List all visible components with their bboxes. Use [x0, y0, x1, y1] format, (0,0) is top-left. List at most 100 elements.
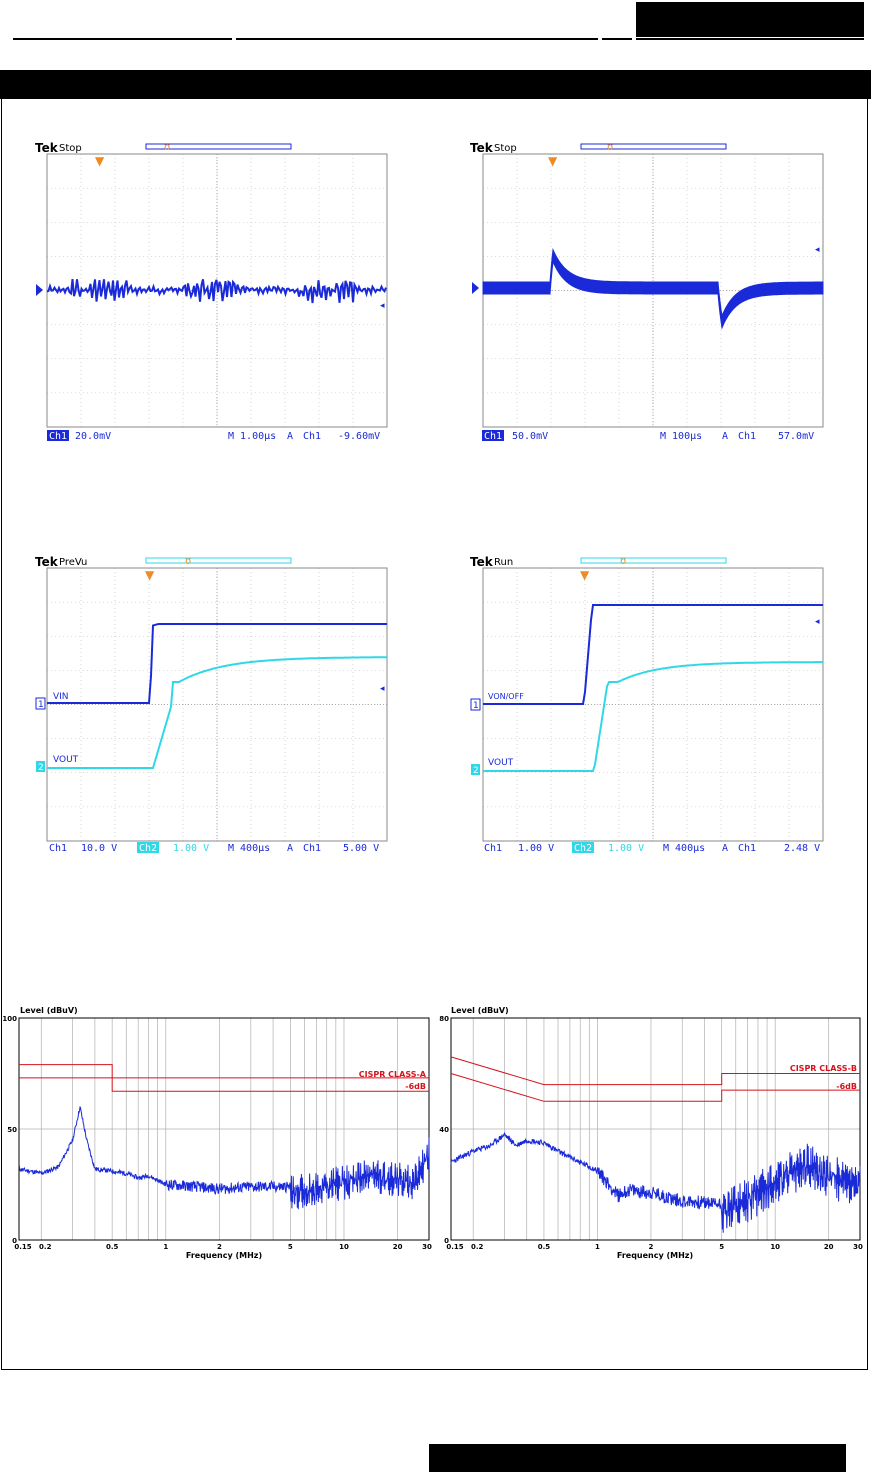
scope1-trig-level: -9.60mV — [338, 431, 380, 442]
scope3-trig-level-arrow: ◂ — [380, 684, 385, 694]
scope2-ch1-tag — [482, 430, 504, 441]
scope1-brand: Tek — [35, 141, 59, 155]
scope3-ch1-marker-num: 1 — [38, 700, 44, 710]
emi-b-grid — [451, 1018, 861, 1240]
scope1-trig-mode: A — [287, 431, 293, 442]
scope4-record-bar — [580, 557, 727, 564]
emi-xtick-label: 30 — [422, 1243, 432, 1251]
scope2-ch1-scale: 50.0mV — [512, 431, 548, 442]
scope3-grid — [47, 568, 387, 841]
header-rule-middle — [236, 38, 598, 40]
emi-a-ylabel: Level (dBuV) — [20, 1006, 78, 1015]
scope3-timebase: M 400µs — [228, 843, 270, 854]
scope4-brand: Tek — [470, 555, 494, 569]
emi-xtick-label: 5 — [288, 1243, 293, 1251]
emi-xtick-label: 10 — [770, 1243, 780, 1251]
header-rule-right — [602, 38, 632, 40]
emi-chart-class-a: Level (dBuV) Frequency (MHz) 0 50 100 0.15… — [2, 1006, 432, 1260]
scope2-trig-source: Ch1 — [738, 431, 756, 442]
emi-ytick-label: 50 — [7, 1126, 17, 1134]
scope1-timebase: M 1.00µs — [228, 431, 276, 442]
emi-a-grid — [19, 1018, 430, 1240]
scope3-ch1-label: Ch1 — [49, 843, 67, 854]
scope2-timebase: M 100µs — [660, 431, 702, 442]
scope3-ch2-marker-num: 2 — [38, 763, 44, 773]
scope1-screen: Tek Stop ʊ ▼ ◂ Ch1 20.0mV M 1.00µs A Ch1… — [35, 141, 388, 442]
scope3-ch2-label: Ch2 — [139, 843, 157, 854]
emi-a-limit-label-1: -6dB — [405, 1082, 426, 1091]
emi-xtick-label: 1 — [163, 1243, 168, 1251]
scope4-trig-level-arrow: ◂ — [815, 617, 820, 627]
scope1-record-bar — [145, 143, 292, 150]
emi-b-limit-label-0: CISPR CLASS-B — [790, 1064, 857, 1073]
emi-xtick-label: 0.2 — [471, 1243, 484, 1251]
emi-ytick-label: 0 — [12, 1237, 17, 1245]
emi-limit-line — [19, 1064, 429, 1079]
footer-black-bar — [429, 1444, 846, 1472]
scope4-screen: Tek Run ʊ ▼ VON/OFF VOUT 1 2 ◂ Ch1 1.00 … — [470, 555, 824, 854]
scope2-ch1-band — [482, 247, 824, 330]
scope4-timebase: M 400µs — [663, 843, 705, 854]
scope1-trig-source: Ch1 — [303, 431, 321, 442]
emi-xtick-label: 0.5 — [538, 1243, 551, 1251]
scope3-ch1-trace — [47, 623, 387, 704]
scope3-record-bar — [145, 557, 292, 564]
scope2-trig-level: 57.0mV — [778, 431, 814, 442]
scope4-ch1-trace — [483, 604, 823, 705]
emi-a-xlabel: Frequency (MHz) — [186, 1251, 262, 1260]
scope4-record-marker: ʊ — [620, 556, 626, 567]
scope3-trig-level: 5.00 V — [343, 843, 379, 854]
emi-a-yticks: 0 50 100 — [2, 1015, 17, 1245]
emi-xtick-label: 0.2 — [39, 1243, 52, 1251]
scope3-ch2-marker — [36, 761, 45, 772]
scope3-trig-mode: A — [287, 843, 293, 854]
emi-ytick-label: 80 — [439, 1015, 449, 1023]
figures-frame — [1, 98, 868, 1370]
emi-limit-line — [19, 1077, 429, 1092]
scope2-ch1-ground-marker — [472, 282, 479, 294]
scope3-state: PreVu — [59, 557, 87, 568]
scope2-state: Stop — [494, 143, 517, 154]
scope3-screen: Tek PreVu ʊ ▼ VIN VOUT 1 2 ◂ Ch1 10.0 V … — [35, 555, 388, 854]
emi-xtick-label: 20 — [824, 1243, 834, 1251]
header-black-box — [636, 2, 864, 37]
scope3-trigger-marker: ▼ — [145, 568, 155, 582]
scope4-ch1-label: Ch1 — [484, 843, 502, 854]
emi-xtick-label: 2 — [217, 1243, 222, 1251]
emi-xtick-label: 20 — [393, 1243, 403, 1251]
scope4-ch2-marker — [471, 764, 480, 775]
scope1-trig-level-arrow: ◂ — [380, 301, 385, 311]
emi-a-plot-frame — [18, 1017, 430, 1241]
scope1-ch1-label: Ch1 — [49, 431, 67, 442]
scope4-trig-level: 2.48 V — [784, 843, 820, 854]
scope4-ch1-scale: 1.00 V — [518, 843, 554, 854]
scope2-record-marker: ʊ — [607, 142, 613, 153]
emi-limit-line — [450, 1056, 860, 1086]
scope1-ch1-tag — [47, 430, 69, 441]
scope4-ch2-marker-num: 2 — [473, 766, 479, 776]
scope3-brand: Tek — [35, 555, 59, 569]
emi-a-trace — [18, 1106, 430, 1210]
scope4-ch1-marker — [470, 698, 481, 711]
scope3-ch2-scale: 1.00 V — [173, 843, 209, 854]
scope4-trig-source: Ch1 — [738, 843, 756, 854]
emi-a-limit-label-0: CISPR CLASS-A — [359, 1070, 427, 1079]
header-rule-box — [636, 38, 864, 40]
scope1-ch1-ground-marker — [36, 284, 43, 296]
scope3-trig-source: Ch1 — [303, 843, 321, 854]
scope2-screen: Tek Stop ʊ ▼ ◂ Ch1 50.0mV M 100µs A Ch1 … — [470, 141, 824, 442]
scope4-trig-mode: A — [722, 843, 728, 854]
scope4-trigger-marker: ▼ — [580, 568, 590, 582]
emi-b-ylabel: Level (dBuV) — [451, 1006, 509, 1015]
emi-ytick-label: 40 — [439, 1126, 449, 1134]
scope2-record-bar — [580, 143, 727, 150]
emi-b-trace — [450, 1131, 861, 1233]
scope1-state: Stop — [59, 143, 82, 154]
emi-b-limit-label-1: -6dB — [836, 1082, 857, 1091]
scope4-ch2-tag — [572, 842, 594, 853]
emi-ytick-label: 0 — [444, 1237, 449, 1245]
header-rule-left — [13, 38, 232, 40]
scope1-ch1-scale: 20.0mV — [75, 431, 111, 442]
emi-xtick-label: 0.5 — [106, 1243, 119, 1251]
